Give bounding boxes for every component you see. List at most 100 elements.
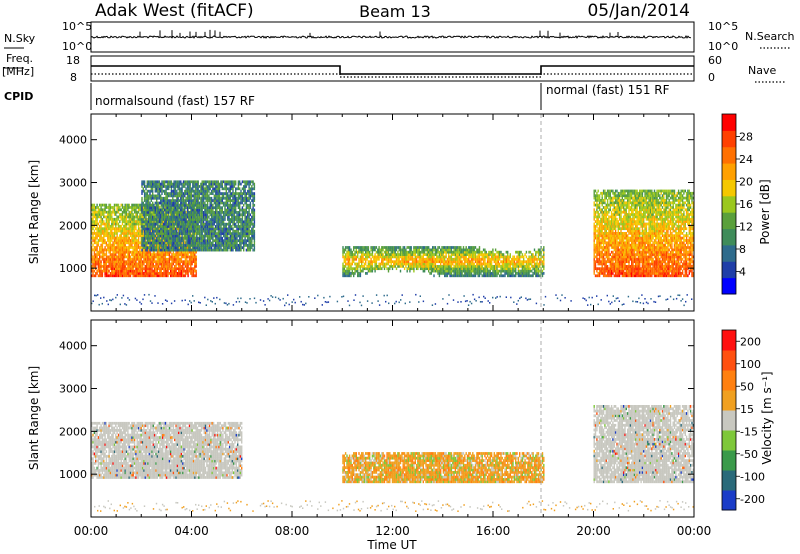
power-cell (97, 239, 100, 242)
power-cell (156, 220, 158, 224)
power-cell (156, 262, 158, 266)
power-cell (164, 267, 167, 271)
power-cell (241, 227, 244, 231)
power-cell (162, 201, 165, 205)
power-cell (205, 196, 207, 200)
power-cell (177, 246, 179, 250)
power-cell (147, 206, 150, 210)
power-cell (170, 234, 173, 238)
power-cell (177, 194, 179, 198)
power-cell (239, 211, 241, 214)
power-cell (394, 246, 396, 249)
power-cell (143, 239, 146, 243)
power-cell (153, 185, 155, 188)
power-cell (181, 189, 183, 193)
power-cell (224, 225, 226, 228)
power-cell (156, 196, 158, 200)
power-cell (158, 239, 161, 243)
power-cell (182, 272, 184, 275)
power-cell (391, 253, 394, 256)
power-cell (185, 199, 187, 202)
power-cell (139, 246, 141, 249)
power-cell (116, 232, 118, 235)
power-cell (146, 234, 148, 238)
power-cell (115, 248, 117, 252)
power-cell (227, 215, 229, 219)
power-cell (251, 194, 253, 198)
power-cell (172, 239, 174, 243)
power-cell (394, 262, 396, 266)
power-cell (161, 241, 163, 245)
power-cell (169, 241, 171, 245)
power-cell (153, 250, 156, 254)
power-cell (152, 182, 154, 186)
power-cell (248, 236, 250, 240)
power-cell (386, 255, 388, 259)
power-cell (140, 272, 142, 275)
power-cell (253, 239, 256, 243)
power-cell (391, 246, 394, 249)
power-cell (379, 253, 382, 256)
power-cell (421, 257, 423, 261)
power-cell (169, 208, 171, 212)
power-cell (111, 267, 113, 271)
power-cell (116, 272, 118, 275)
power-cell (143, 189, 146, 193)
power-cell (200, 229, 202, 233)
power-cell (411, 253, 414, 256)
power-cell (181, 218, 183, 221)
power-cell (350, 274, 352, 278)
power-cell (189, 244, 191, 247)
power-cell (166, 199, 169, 202)
power-cell (115, 227, 117, 231)
nsearch-tick-bottom: 10^0 (708, 40, 738, 53)
power-cell (95, 232, 97, 235)
power-cell (99, 250, 101, 254)
power-cell (370, 265, 372, 268)
power-cell (161, 218, 163, 221)
power-cell (151, 257, 153, 261)
power-cell (157, 232, 159, 235)
power-cell (170, 239, 173, 243)
power-cell (149, 267, 152, 271)
power-cell (426, 246, 428, 249)
power-cell (222, 196, 225, 200)
power-cell (367, 265, 370, 268)
power-cell (124, 272, 126, 275)
power-cell (351, 262, 353, 266)
power-cell (116, 260, 118, 264)
power-cell (112, 255, 114, 259)
power-cell (220, 215, 222, 219)
nsearch-label: N.Search (745, 30, 795, 43)
power-cell (361, 269, 363, 273)
power-cell (131, 232, 133, 235)
power-cell (232, 206, 234, 210)
power-cell (168, 241, 170, 245)
power-cell (158, 272, 160, 275)
power-cell (212, 241, 214, 245)
power-cell (209, 203, 211, 207)
power-cell (194, 218, 197, 221)
power-cell (232, 222, 234, 226)
power-cell (184, 203, 186, 207)
power-cell (141, 182, 143, 186)
power-cell (161, 232, 163, 235)
power-cell (197, 185, 199, 188)
power-cell (137, 253, 140, 256)
power-cell (160, 232, 162, 235)
power-cell (105, 215, 108, 219)
nave-tick-top: 60 (708, 54, 722, 67)
power-cell (125, 217, 128, 221)
power-cell (213, 232, 215, 235)
power-cell (164, 257, 167, 261)
power-cell (243, 196, 245, 200)
power-cell (120, 213, 122, 216)
power-cell (186, 187, 189, 191)
power-cell (172, 267, 175, 271)
power-cell (204, 208, 206, 212)
power-cell (137, 215, 140, 219)
power-cell (193, 236, 195, 240)
power-cell (101, 232, 104, 235)
power-cell (394, 250, 396, 254)
power-cell (152, 234, 154, 238)
